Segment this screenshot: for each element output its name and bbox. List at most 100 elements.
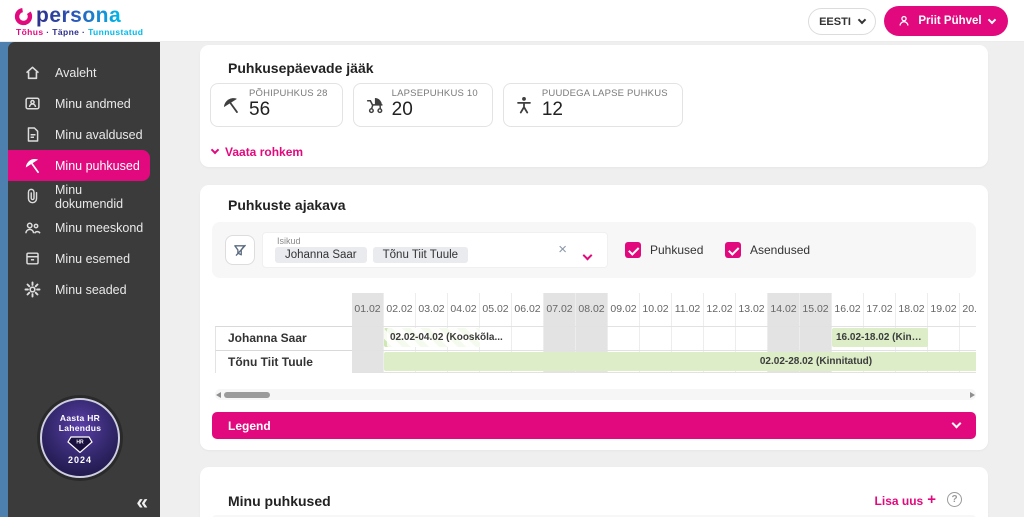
my-vacations-title: Minu puhkused bbox=[228, 493, 331, 509]
date-label: 06.02 bbox=[514, 303, 541, 315]
date-label: 08.02 bbox=[578, 303, 605, 315]
sidebar-nav: Avaleht Minu andmed Minu avaldused Minu puh… bbox=[8, 42, 160, 305]
date-label: 12.02 bbox=[706, 303, 733, 315]
timeline-column-20.02: 20.02 bbox=[960, 293, 976, 373]
add-new-link[interactable]: Lisa uus + bbox=[875, 491, 936, 508]
show-more-label: Vaata rohkem bbox=[225, 145, 304, 159]
top-bar: persona Tõhus · Täpne · Tunnustatud EEST… bbox=[0, 0, 1024, 42]
date-label: 18.02 bbox=[898, 303, 925, 315]
badge-line2: Lahendus bbox=[58, 423, 102, 433]
date-label: 01.02 bbox=[354, 303, 381, 315]
checkbox-asendused[interactable]: Asendused bbox=[725, 242, 810, 258]
clear-selection-icon[interactable]: × bbox=[558, 241, 567, 258]
date-label: 07.02 bbox=[546, 303, 573, 315]
language-label: EESTI bbox=[819, 15, 851, 28]
user-menu-button[interactable]: Priit Pühvel bbox=[884, 6, 1008, 36]
stat-meta: LAPSEPUHKUS 10 20 bbox=[391, 88, 478, 120]
stat-card-pohipuhkus-28: PÕHIPUHKUS 28 56 bbox=[210, 83, 343, 127]
sidebar-item-minu-dokumendid[interactable]: Minu dokumendid bbox=[8, 181, 150, 212]
row-divider bbox=[352, 326, 976, 327]
language-selector[interactable]: EESTI bbox=[808, 8, 876, 35]
date-label: 15.02 bbox=[802, 303, 829, 315]
stat-label: LAPSEPUHKUS 10 bbox=[391, 88, 478, 100]
chevron-down-icon bbox=[210, 145, 220, 155]
date-label: 20.02 bbox=[962, 303, 976, 315]
selected-persons: Johanna Saar Tõnu Tiit Tuule bbox=[275, 247, 469, 263]
clear-filter-button[interactable] bbox=[225, 235, 255, 265]
show-more-link[interactable]: Vaata rohkem bbox=[210, 145, 304, 159]
stat-value: 20 bbox=[391, 98, 413, 120]
person-chip-johanna-saar[interactable]: Johanna Saar bbox=[275, 247, 367, 263]
sidebar-item-label: Minu puhkused bbox=[55, 158, 140, 173]
legend-accordion[interactable]: Legend bbox=[212, 412, 976, 439]
team-icon bbox=[24, 219, 41, 236]
schedule-card: Puhkuste ajakava Isikud Johanna Saar Tõnu… bbox=[200, 185, 988, 450]
timeline-row-name: Tõnu Tiit Tuule bbox=[215, 349, 352, 373]
logo-text: persona bbox=[36, 4, 122, 27]
filter-off-icon bbox=[233, 243, 248, 258]
scrollbar-thumb[interactable] bbox=[224, 391, 270, 398]
timeline-column-05.02: 05.02 bbox=[480, 293, 512, 373]
timeline-scrollbar bbox=[215, 389, 976, 400]
chevron-down-icon bbox=[987, 15, 996, 24]
scroll-right-arrow[interactable] bbox=[970, 391, 975, 398]
tagline-separator: · bbox=[43, 27, 53, 37]
timeline-names: Johanna Saar Tõnu Tiit Tuule bbox=[215, 293, 352, 373]
paperclip-icon bbox=[24, 188, 41, 205]
sidebar-item-avaleht[interactable]: Avaleht bbox=[8, 57, 150, 88]
stat-meta: PUUDEGA LAPSE PUHKUS 12 bbox=[541, 88, 668, 120]
stat-label: PUUDEGA LAPSE PUHKUS bbox=[541, 88, 668, 100]
open-dropdown-button[interactable] bbox=[582, 246, 593, 264]
sidebar-item-label: Minu seaded bbox=[55, 282, 127, 297]
balance-title: Puhkusepäevade jääk bbox=[228, 60, 374, 76]
timeline-column-10.02: 10.02 bbox=[640, 293, 672, 373]
persons-multiselect[interactable]: Isikud Johanna Saar Tõnu Tiit Tuule × bbox=[262, 232, 608, 268]
tagline-word: Täpne bbox=[52, 27, 80, 37]
svg-text:HR: HR bbox=[76, 440, 84, 446]
date-label: 16.02 bbox=[834, 303, 861, 315]
logo[interactable]: persona Tõhus · Täpne · Tunnustatud bbox=[14, 4, 143, 37]
sidebar-item-minu-andmed[interactable]: Minu andmed bbox=[8, 88, 150, 119]
scroll-left-arrow[interactable] bbox=[216, 391, 221, 398]
vacation-bar[interactable]: 02.02-28.02 (Kinnitatud) bbox=[384, 351, 976, 371]
tagline-word: Tõhus bbox=[16, 27, 44, 37]
persona-c-icon bbox=[14, 7, 33, 26]
balance-stat-row: PÕHIPUHKUS 28 56 LAPSEPUHKUS 10 20 PUUDEGA L… bbox=[210, 83, 683, 127]
sidebar-collapse-button[interactable]: « bbox=[136, 491, 148, 514]
vacation-bar[interactable]: 02.02-04.02 (Kooskõla... bbox=[384, 328, 506, 347]
sidebar-item-minu-avaldused[interactable]: Minu avaldused bbox=[8, 119, 150, 150]
vacation-timeline: 01.02 02.02 03.02 04.02 05.02 06.02 07.02 08.02… bbox=[215, 293, 976, 373]
user-icon bbox=[897, 14, 911, 28]
chevron-down-icon bbox=[951, 418, 962, 429]
sidebar-item-minu-seaded[interactable]: Minu seaded bbox=[8, 274, 150, 305]
help-icon[interactable]: ? bbox=[947, 492, 962, 507]
persons-field-label: Isikud bbox=[277, 236, 301, 246]
timeline-column-01.02: 01.02 bbox=[352, 293, 384, 373]
date-label: 17.02 bbox=[866, 303, 893, 315]
gear-icon bbox=[24, 281, 41, 298]
sidebar-item-minu-puhkused[interactable]: Minu puhkused bbox=[8, 150, 150, 181]
stat-label: PÕHIPUHKUS 28 bbox=[249, 88, 328, 100]
date-label: 09.02 bbox=[610, 303, 637, 315]
plus-icon: + bbox=[927, 491, 936, 508]
timeline-row-name: Johanna Saar bbox=[215, 326, 352, 350]
date-label: 10.02 bbox=[642, 303, 669, 315]
checkbox-puhkused[interactable]: Puhkused bbox=[625, 242, 703, 258]
stat-value: 12 bbox=[541, 98, 563, 120]
checkbox-box[interactable] bbox=[625, 242, 641, 258]
id-card-icon bbox=[24, 95, 41, 112]
my-vacations-card: Minu puhkused Lisa uus + ? bbox=[200, 467, 988, 517]
vacation-bar[interactable]: 16.02-18.02 (Kinnitat... bbox=[832, 328, 928, 347]
sidebar-item-label: Minu meeskond bbox=[55, 220, 144, 235]
person-chip-tonu-tiit-tuule[interactable]: Tõnu Tiit Tuule bbox=[372, 247, 469, 263]
schedule-title: Puhkuste ajakava bbox=[228, 197, 346, 213]
umbrella-icon bbox=[24, 157, 41, 174]
stat-value: 56 bbox=[249, 98, 271, 120]
vacations-table-header bbox=[212, 515, 976, 517]
balance-card: Puhkusepäevade jääk PÕHIPUHKUS 28 56 LAPSE… bbox=[200, 45, 988, 167]
sidebar-item-minu-meeskond[interactable]: Minu meeskond bbox=[8, 212, 150, 243]
checkbox-label: Asendused bbox=[750, 243, 811, 257]
checkbox-box[interactable] bbox=[725, 242, 741, 258]
sidebar-item-minu-esemed[interactable]: Minu esemed bbox=[8, 243, 150, 274]
row-divider bbox=[352, 372, 976, 373]
